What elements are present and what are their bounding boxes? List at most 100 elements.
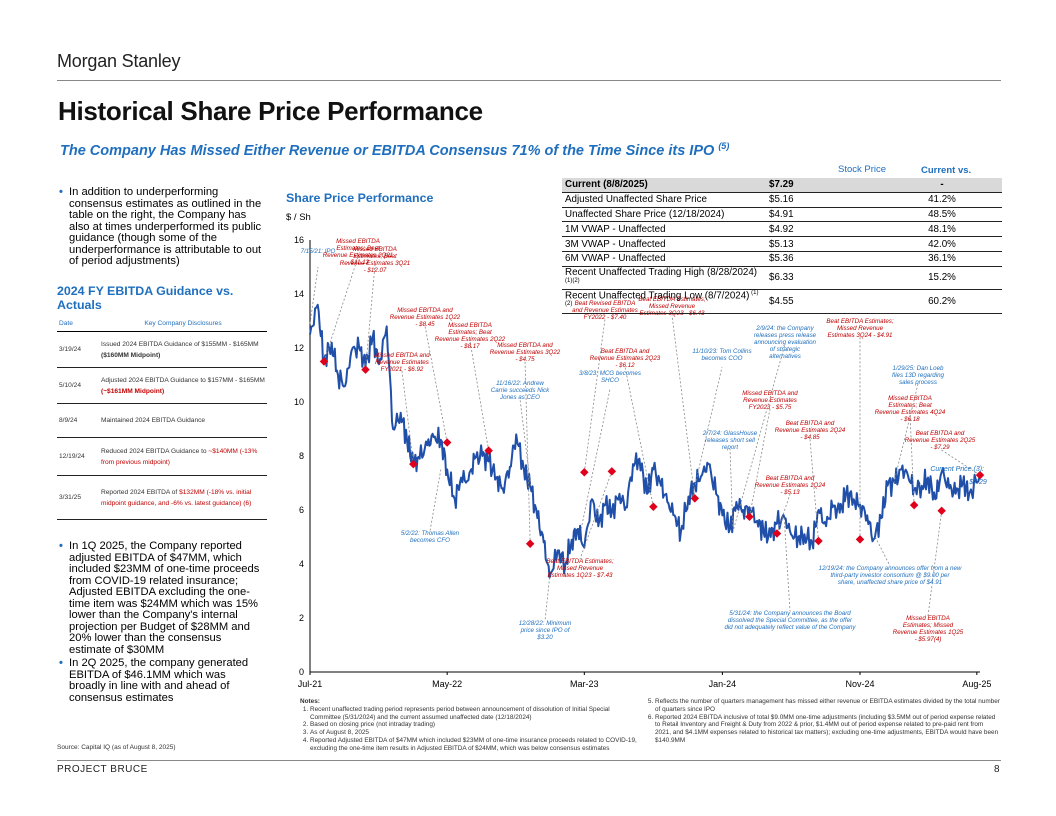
event-label: Missed EBITDA and Revenue Estimates 1Q22-…: [390, 307, 461, 328]
event-label: Missed EBITDA Estimates; Beat Revenue Esti…: [435, 322, 506, 350]
event-leader: [424, 325, 448, 443]
event-label: Beat EBITDA and Revenue Estimates 2Q23- $…: [590, 348, 661, 369]
annotation-leader: [544, 577, 550, 622]
project-footer: PROJECT BRUCE: [57, 764, 148, 775]
price-row-note: (1)(2): [565, 277, 580, 284]
annotation-label: 5/2/22: Thomas Allen becomes CFO: [401, 530, 460, 544]
notes-left: Notes: Recent unaffected trading period …: [300, 698, 640, 753]
left-bullets-top: In addition to underperforming consensus…: [57, 186, 263, 268]
price-row-vs: 48.1%: [882, 221, 1002, 238]
event-marker: [909, 500, 919, 510]
price-row-price: $6.33: [762, 266, 882, 291]
guidance-date: 8/9/24: [57, 403, 99, 438]
guidance-text: Maintained 2024 EBITDA Guidance: [99, 403, 267, 438]
y-tick-label: 12: [294, 343, 304, 353]
price-row-label: Current (8/8/2025): [562, 178, 762, 193]
price-table: Current (8/8/2025) $7.29- Adjusted Unaffec…: [562, 178, 1002, 314]
subtitle-note: (5): [718, 141, 730, 151]
event-leader: [579, 471, 613, 560]
event-marker: [442, 438, 452, 447]
guidance-text: Adjusted 2024 EBITDA Guidance to $157MM …: [99, 367, 267, 404]
guidance-title: 2024 FY EBITDA Guidance vs. Actuals: [57, 284, 234, 312]
price-row-label: 3M VWAP - Unaffected: [562, 236, 762, 252]
price-table-row: Recent Unaffected Trading High (8/28/202…: [562, 266, 1002, 291]
event-label: Missed EBITDA and Revenue Estimates 3Q22-…: [490, 342, 561, 363]
price-row-price: $4.55: [762, 289, 882, 314]
x-tick-label: Mar-23: [570, 679, 599, 689]
x-tick-label: May-22: [432, 679, 462, 689]
event-label: Beat EBITDA and Revenue Estimates 2Q25- $…: [905, 430, 976, 451]
notes-heading: Notes:: [300, 698, 320, 705]
x-tick-label: Jul-21: [298, 679, 323, 689]
annotation-leader: [729, 448, 734, 527]
y-tick-label: 2: [299, 613, 304, 623]
price-table-row: 3M VWAP - Unaffected $5.13 42.0%: [562, 236, 1002, 252]
page-subtitle: The Company Has Missed Either Revenue or…: [60, 141, 730, 159]
event-marker: [319, 357, 329, 366]
price-row-label: Recent Unaffected Trading High (8/28/202…: [562, 266, 762, 291]
event-marker: [525, 539, 535, 548]
event-label: Missed EBITDA and Revenue Estimates FY2021…: [374, 352, 430, 373]
event-label: Missed EBITDA Estimates; Missed Revenue Es…: [893, 615, 964, 643]
y-tick-label: 4: [299, 559, 304, 569]
price-row-vs: 42.0%: [882, 236, 1002, 252]
event-marker: [409, 459, 418, 469]
x-tick-label: Nov-24: [845, 679, 874, 689]
guidance-date: 3/31/25: [57, 475, 99, 520]
event-label: Beat EBITDA Estimates; Missed Revenue Esti…: [546, 558, 613, 579]
left-bullets-bottom: In 1Q 2025, the Company reported adjuste…: [57, 540, 263, 704]
event-label: 7/15/21: IPO: [301, 248, 336, 255]
annotation-label: 2/9/24: the Company releases press releas…: [754, 325, 817, 360]
event-marker: [937, 506, 946, 516]
price-row-price: $5.13: [762, 236, 882, 252]
price-row-vs: -: [882, 178, 1002, 193]
price-row-label: 1M VWAP - Unaffected: [562, 221, 762, 238]
guidance-text: Reduced 2024 EBITDA Guidance to ~$140MM …: [99, 437, 267, 476]
annotation-label: 3/8/23: MCG becomes SHCO: [579, 370, 641, 384]
y-tick-label: 0: [299, 667, 304, 677]
page-number: 8: [994, 764, 1000, 775]
price-row-price: $4.91: [762, 207, 882, 223]
annotation-leader: [783, 518, 791, 612]
price-row-vs: 41.2%: [882, 192, 1002, 208]
event-leader: [524, 360, 531, 544]
event-leader: [909, 413, 915, 506]
event-marker: [772, 529, 782, 538]
event-label: Missed EBITDA Estimates; Beat Revenue Esti…: [875, 395, 946, 423]
footer-divider: [57, 760, 1001, 761]
guidance-table: Date Key Company Disclosures 3/19/24 Issue…: [57, 315, 267, 520]
y-axis-label: $ / Sh: [286, 212, 311, 223]
current-price-value: $7.29: [968, 479, 987, 486]
event-leader: [671, 314, 696, 499]
price-row-vs: 48.5%: [882, 207, 1002, 223]
price-row-note: (1)(2): [565, 290, 759, 308]
event-marker: [855, 535, 865, 544]
price-table-row: Current (8/8/2025) $7.29-: [562, 178, 1002, 193]
guidance-text: Issued 2024 EBITDA Guidance of $155MM - …: [99, 331, 267, 368]
price-row-label: Adjusted Unaffected Share Price: [562, 192, 762, 208]
page-title: Historical Share Price Performance: [58, 96, 483, 126]
note-item: Recent unaffected trading period represe…: [310, 706, 640, 722]
price-table-row: Recent Unaffected Trading Low (8/7/2024)…: [562, 289, 1002, 314]
bullet-item: In addition to underperforming consensus…: [59, 186, 263, 268]
price-row-label: Unaffected Share Price (12/18/2024): [562, 207, 762, 223]
chart-title: Share Price Performance: [286, 191, 434, 205]
event-marker: [484, 446, 493, 455]
price-row-label: 6M VWAP - Unaffected: [562, 251, 762, 267]
event-label: Beat EBITDA and Revenue Estimates 1Q24- $…: [755, 475, 826, 496]
event-marker: [649, 502, 658, 512]
y-tick-label: 10: [294, 397, 304, 407]
price-row-vs: 36.1%: [882, 251, 1002, 267]
annotation-label: 11/10/23: Tom Collins becomes COO: [692, 348, 751, 362]
current-price-label: Current Price (3):: [930, 466, 984, 473]
event-leader: [469, 340, 490, 451]
event-leader: [927, 510, 943, 617]
source-note: Source: Capital IQ (as of August 8, 2025…: [57, 744, 176, 751]
y-tick-label: 6: [299, 505, 304, 515]
price-row-vs: 15.2%: [882, 266, 1002, 291]
guidance-date: 5/10/24: [57, 367, 99, 404]
bullet-item: In 2Q 2025, the company generated EBITDA…: [59, 657, 263, 704]
event-label: Missed EBITDA Estimates; Beat Revenue Esti…: [323, 238, 394, 266]
price-row-price: $7.29: [762, 178, 882, 193]
guidance-text: Reported 2024 EBITDA of $132MM (-18% vs.…: [99, 475, 267, 520]
